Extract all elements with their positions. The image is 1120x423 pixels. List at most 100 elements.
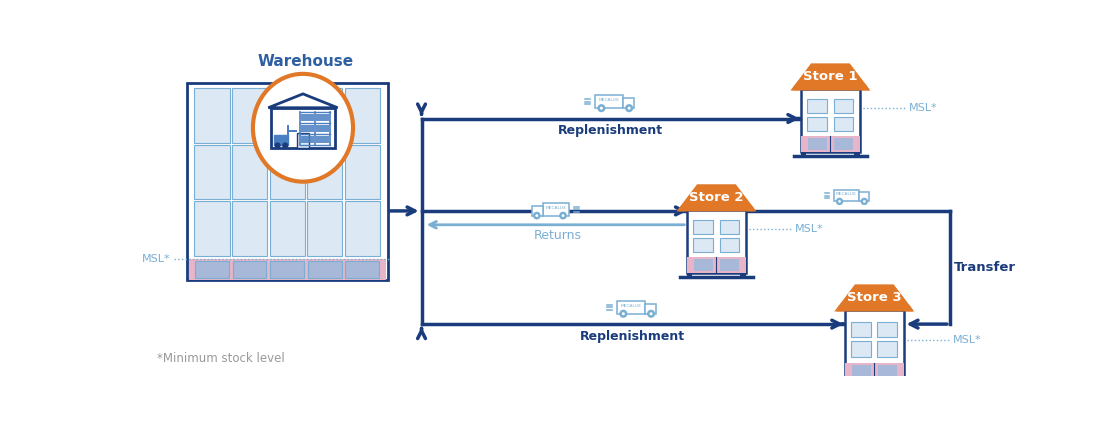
Text: Store 2: Store 2: [689, 190, 744, 203]
Circle shape: [282, 143, 288, 148]
Ellipse shape: [253, 74, 353, 181]
Polygon shape: [837, 286, 912, 310]
Text: MECALUX: MECALUX: [837, 192, 857, 196]
Circle shape: [650, 312, 653, 315]
Bar: [720, 259, 739, 271]
Text: Warehouse: Warehouse: [258, 54, 354, 69]
Bar: [297, 132, 309, 148]
Circle shape: [561, 214, 564, 217]
Bar: [693, 259, 713, 271]
Bar: [195, 261, 228, 278]
Circle shape: [861, 198, 867, 204]
Circle shape: [600, 107, 603, 110]
Bar: [316, 114, 329, 121]
Bar: [195, 201, 230, 255]
Text: MECALUX: MECALUX: [545, 206, 566, 210]
Bar: [719, 220, 739, 234]
Bar: [688, 273, 692, 277]
Bar: [801, 136, 860, 152]
Bar: [300, 114, 314, 121]
Circle shape: [647, 310, 654, 317]
Bar: [195, 145, 230, 199]
Bar: [287, 126, 289, 146]
Circle shape: [533, 212, 540, 219]
Bar: [232, 145, 268, 199]
Bar: [859, 192, 869, 201]
Circle shape: [864, 200, 866, 203]
Polygon shape: [269, 94, 337, 108]
Bar: [688, 257, 746, 273]
Bar: [844, 310, 904, 381]
Bar: [808, 117, 828, 131]
Circle shape: [627, 107, 631, 110]
Bar: [232, 88, 268, 143]
Text: MECALUX: MECALUX: [620, 304, 642, 308]
Bar: [645, 304, 656, 314]
Bar: [532, 206, 542, 216]
Bar: [834, 190, 859, 201]
Bar: [195, 88, 230, 143]
Text: *Minimum stock level: *Minimum stock level: [157, 352, 284, 365]
Circle shape: [838, 200, 841, 203]
Bar: [274, 135, 288, 146]
Text: Replenishment: Replenishment: [580, 330, 685, 343]
Text: MSL*: MSL*: [909, 103, 937, 113]
Bar: [233, 261, 267, 278]
Text: Returns: Returns: [534, 229, 582, 242]
Bar: [271, 108, 335, 148]
Bar: [801, 89, 860, 152]
Bar: [345, 145, 380, 199]
Bar: [693, 220, 713, 234]
Bar: [300, 136, 314, 143]
Bar: [833, 99, 853, 113]
Bar: [345, 88, 380, 143]
Polygon shape: [793, 65, 868, 89]
Bar: [833, 138, 853, 150]
Bar: [270, 201, 305, 255]
Bar: [808, 99, 828, 113]
Bar: [270, 145, 305, 199]
Bar: [542, 203, 569, 216]
Bar: [308, 261, 342, 278]
Text: Transfer: Transfer: [953, 261, 1016, 274]
Bar: [617, 301, 645, 314]
Circle shape: [560, 212, 567, 219]
Bar: [851, 341, 871, 357]
Bar: [808, 138, 827, 150]
Bar: [844, 363, 904, 381]
Bar: [877, 321, 897, 337]
Bar: [270, 261, 304, 278]
Bar: [187, 83, 388, 280]
Bar: [719, 238, 739, 252]
Bar: [307, 201, 343, 255]
Bar: [232, 201, 268, 255]
Circle shape: [626, 105, 633, 111]
Bar: [189, 258, 386, 280]
Text: MSL*: MSL*: [953, 335, 981, 345]
Circle shape: [535, 214, 539, 217]
Bar: [688, 210, 746, 273]
Text: MSL*: MSL*: [142, 254, 170, 264]
Circle shape: [620, 310, 626, 317]
Polygon shape: [679, 186, 754, 210]
Bar: [844, 381, 850, 385]
Bar: [289, 130, 297, 132]
Circle shape: [598, 105, 605, 111]
Bar: [316, 125, 329, 132]
Text: MSL*: MSL*: [795, 224, 823, 234]
Bar: [851, 321, 871, 337]
Bar: [307, 145, 343, 199]
Bar: [740, 273, 746, 277]
Circle shape: [837, 198, 842, 204]
Bar: [345, 201, 380, 255]
Bar: [833, 117, 853, 131]
Circle shape: [274, 143, 281, 148]
Bar: [898, 381, 904, 385]
Bar: [801, 152, 806, 156]
Circle shape: [622, 312, 625, 315]
Bar: [345, 261, 380, 278]
Bar: [851, 365, 871, 379]
Bar: [877, 341, 897, 357]
Bar: [855, 152, 860, 156]
Text: MECALUX: MECALUX: [599, 99, 619, 102]
